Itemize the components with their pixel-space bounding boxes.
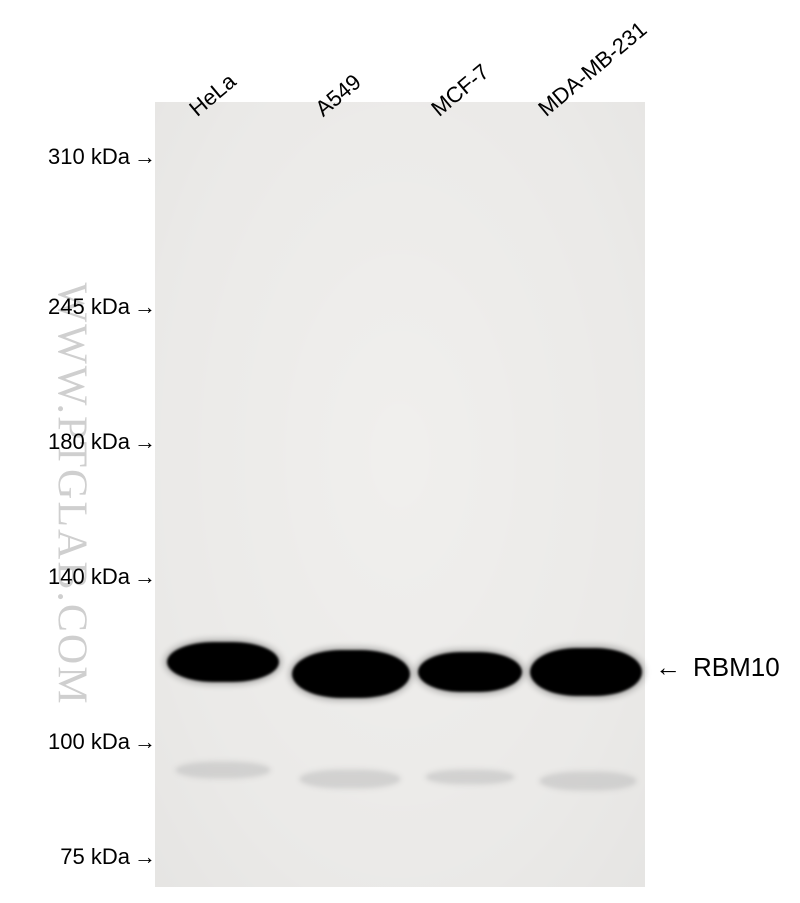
mw-arrow-icon: →: [134, 729, 156, 755]
band-main: [167, 642, 279, 682]
band-main: [530, 648, 642, 696]
mw-label: 180 kDa: [48, 429, 130, 455]
target-arrow: ←: [655, 652, 681, 683]
band-faint: [540, 772, 636, 790]
mw-arrow-icon: →: [134, 294, 156, 320]
mw-label: 310 kDa: [48, 144, 130, 170]
mw-arrow-icon: →: [134, 844, 156, 870]
band-main: [292, 650, 410, 698]
target-label: RBM10: [693, 652, 780, 683]
mw-label: 100 kDa: [48, 729, 130, 755]
mw-label: 140 kDa: [48, 564, 130, 590]
blot-figure: WWW.PTGLAB.COM HeLaA549MCF-7MDA-MB-231 3…: [0, 0, 800, 903]
mw-label: 75 kDa: [60, 844, 130, 870]
band-faint: [300, 770, 400, 788]
mw-arrow-icon: →: [134, 429, 156, 455]
mw-label: 245 kDa: [48, 294, 130, 320]
watermark: WWW.PTGLAB.COM: [48, 282, 96, 705]
mw-arrow-icon: →: [134, 564, 156, 590]
mw-arrow-icon: →: [134, 144, 156, 170]
band-faint: [426, 770, 514, 784]
band-main: [418, 652, 522, 692]
band-faint: [176, 762, 270, 778]
